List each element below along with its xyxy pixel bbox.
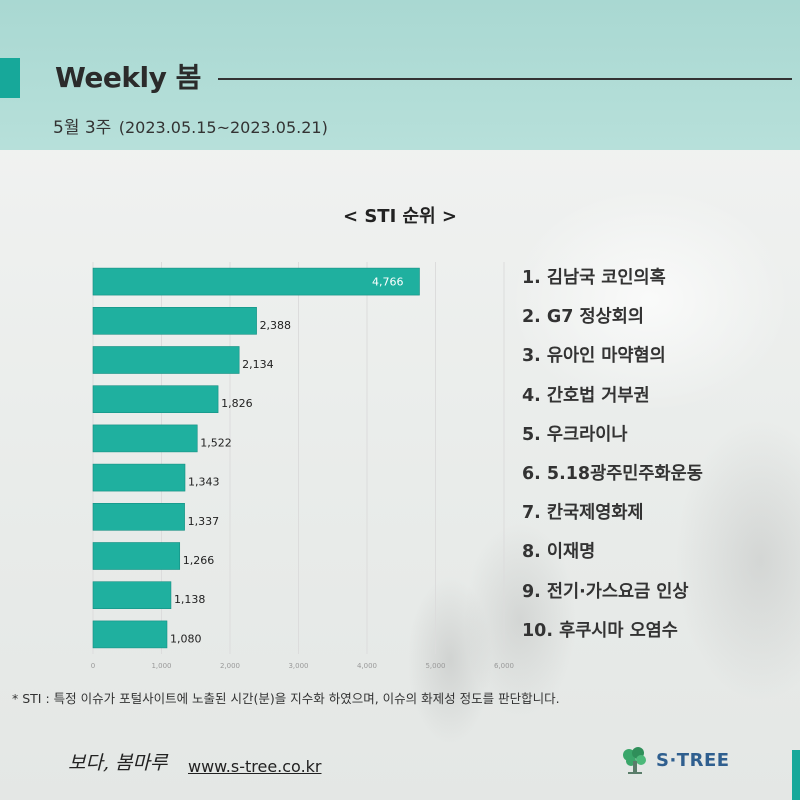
logo-text: S·TREE [656, 749, 730, 771]
bar [92, 463, 186, 492]
bar [92, 502, 185, 531]
bar-value-label: 1,337 [188, 515, 220, 528]
bar-value-label: 1,826 [221, 397, 253, 410]
period-label: (2023.05.15~2023.05.21) [118, 118, 328, 137]
chart-bars: 4,766 2,388 2,134 1,826 1,522 1,343 1,337 1,266… [92, 267, 420, 649]
week-subtitle: 5월 3주 (2023.05.15~2023.05.21) [53, 113, 328, 138]
sti-footnote: * STI : 특정 이슈가 포털사이트에 노출된 시간(분)을 지수화 하였으… [12, 691, 560, 706]
ranking-item: 8. 이재명 [522, 542, 596, 563]
bar [92, 306, 257, 335]
week-label: 5월 3주 [53, 118, 112, 138]
bar [92, 385, 219, 414]
title-rule [218, 78, 792, 80]
x-tick-label: 5,000 [425, 662, 445, 670]
bar [92, 620, 168, 649]
bar-value-label: 1,522 [200, 436, 232, 449]
ranking-item: 7. 칸국제영화제 [522, 503, 644, 524]
ranking-item: 6. 5.18광주민주화운동 [522, 463, 703, 484]
chart-x-ticks: 0 1,000 2,000 3,000 4,000 5,000 6,000 [91, 662, 514, 670]
tree-icon [623, 747, 646, 774]
x-tick-label: 2,000 [220, 662, 240, 670]
bar [92, 346, 240, 374]
bar-value-label: 1,343 [188, 476, 220, 489]
website-link[interactable]: www.s-tree.co.kr [188, 757, 322, 776]
bar-value-label: 1,266 [183, 554, 215, 567]
x-tick-label: 0 [91, 662, 95, 670]
ranking-item: 1. 김남국 코인의혹 [522, 268, 666, 288]
bar [92, 424, 198, 453]
bar-value-label: 1,080 [170, 632, 202, 645]
ranking-item: 5. 우크라이나 [522, 424, 628, 445]
bar [92, 581, 172, 610]
ranking-item: 4. 간호법 거부권 [522, 385, 650, 406]
bar-value-label: 4,766 [372, 276, 404, 289]
x-tick-label: 4,000 [357, 662, 377, 670]
title-accent-bar [0, 58, 20, 98]
bar-value-label: 2,134 [242, 358, 274, 371]
corner-accent-bar [792, 750, 800, 800]
chart-title: < STI 순위 > [342, 206, 458, 227]
bar [92, 267, 420, 296]
ranking-item: 10. 후쿠시마 오염수 [522, 620, 678, 641]
header-band: Weekly 봄 5월 3주 (2023.05.15~2023.05.21) [0, 0, 800, 150]
ranking-item: 3. 유아인 마약혐의 [522, 346, 666, 367]
bar-value-label: 2,388 [260, 319, 292, 332]
ranking-list: 1. 김남국 코인의혹 2. G7 정상회의 3. 유아인 마약혐의 4. 간호법 거… [522, 263, 703, 655]
x-tick-label: 3,000 [288, 662, 308, 670]
bar-value-label: 1,138 [174, 593, 206, 606]
ranking-item: 2. G7 정상회의 [522, 307, 644, 328]
page-title: Weekly 봄 [55, 61, 201, 94]
x-tick-label: 6,000 [494, 662, 514, 670]
bar [92, 542, 181, 570]
x-tick-label: 1,000 [151, 662, 171, 670]
stree-logo: S·TREE [620, 745, 730, 775]
ranking-item: 9. 전기·가스요금 인상 [522, 581, 689, 602]
brand-signature: 보다, 봄마루 [68, 752, 168, 774]
